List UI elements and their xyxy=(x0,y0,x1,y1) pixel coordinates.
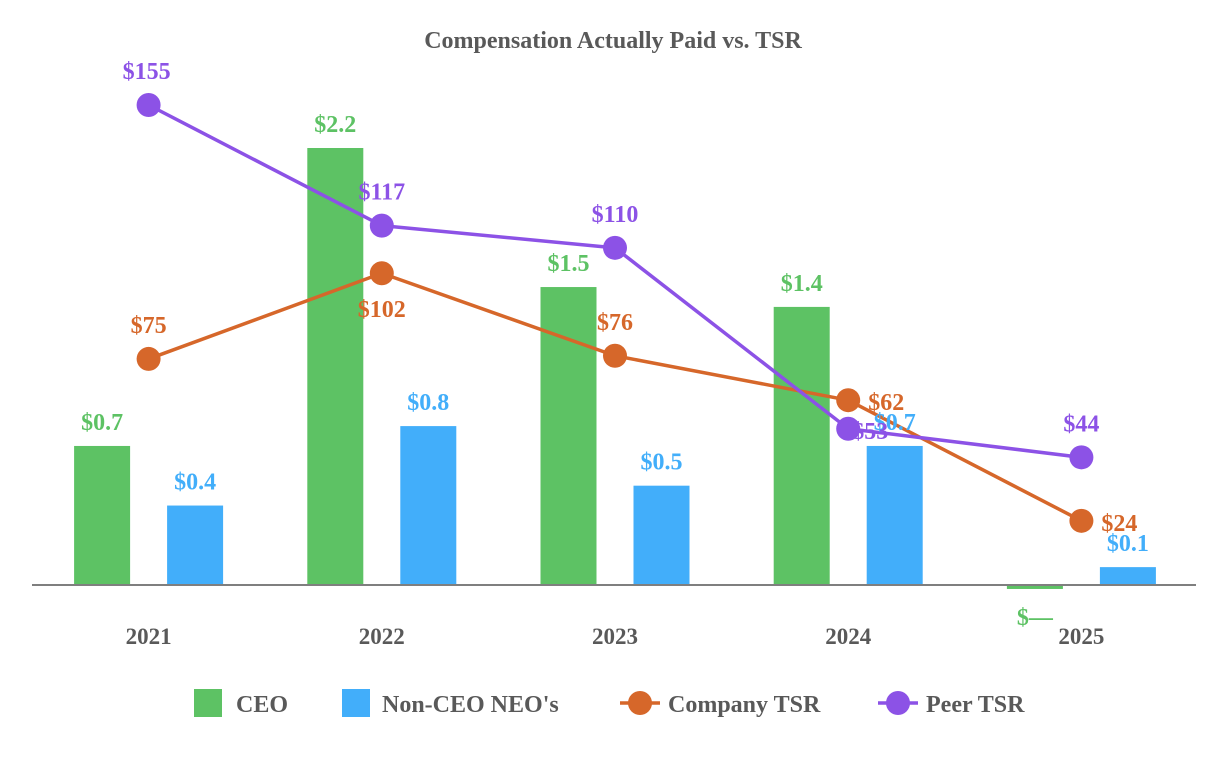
marker-peer-tsr-2025 xyxy=(1069,445,1094,470)
legend-label-non-ceo-neo-s: Non-CEO NEO's xyxy=(382,692,559,718)
marker-peer-tsr-2023 xyxy=(603,235,627,260)
data-label-peer-tsr-2021: $155 xyxy=(123,59,171,85)
legend-label-company-tsr: Company TSR xyxy=(668,692,821,718)
line-peer-tsr xyxy=(147,103,1082,460)
data-label-ceo-2024: $1.4 xyxy=(781,271,823,297)
legend-swatch-ceo xyxy=(194,689,222,717)
bar-non-ceo-neo-s-2025 xyxy=(1099,567,1156,585)
bars-layer xyxy=(74,148,1156,589)
legend-marker-peer-tsr xyxy=(886,691,910,715)
legend: CEO Non-CEO NEO's Company TSR Peer TSR xyxy=(194,689,1025,718)
data-label-non-ceo-neo-s-2023: $0.5 xyxy=(641,450,683,476)
marker-company-tsr-2024 xyxy=(836,388,861,413)
x-tick-labels: 2021 2022 2023 2024 2025 xyxy=(126,624,1105,649)
marker-company-tsr-2021 xyxy=(136,346,161,371)
bar-non-ceo-neo-s-2022 xyxy=(400,426,457,585)
bar-non-ceo-neo-s-2021 xyxy=(167,505,224,585)
legend-label-peer-tsr: Peer TSR xyxy=(926,692,1025,718)
data-label-company-tsr-2022: $102 xyxy=(358,297,406,323)
legend-swatch-non-ceo-neo-s xyxy=(342,689,370,717)
bar-ceo-2023 xyxy=(540,287,597,585)
data-label-ceo-2021: $0.7 xyxy=(81,410,123,436)
legend-label-ceo: CEO xyxy=(236,692,288,718)
x-tick-label-2021: 2021 xyxy=(126,624,172,649)
x-tick-label-2024: 2024 xyxy=(825,624,872,649)
data-label-ceo-2022: $2.2 xyxy=(314,112,356,138)
data-labels-layer: $0.7 $2.2 $1.5 $1.4 $— $0.4 $0.8 $0.5 $0.7 $0.1 $7… xyxy=(81,59,1149,631)
data-label-non-ceo-neo-s-2024: $0.7 xyxy=(874,410,916,436)
data-label-company-tsr-2023: $76 xyxy=(597,310,633,336)
lines-layer xyxy=(136,93,1094,533)
marker-company-tsr-2025 xyxy=(1069,508,1094,533)
marker-company-tsr-2023 xyxy=(603,343,627,368)
data-label-non-ceo-neo-s-2021: $0.4 xyxy=(174,470,216,496)
bar-non-ceo-neo-s-2024 xyxy=(866,445,923,585)
x-tick-label-2023: 2023 xyxy=(592,624,638,649)
data-label-peer-tsr-2024: $53 xyxy=(852,419,888,445)
legend-marker-company-tsr xyxy=(628,691,652,715)
chart-title: Compensation Actually Paid vs. TSR xyxy=(424,28,802,54)
marker-peer-tsr-2021 xyxy=(136,93,161,117)
data-label-non-ceo-neo-s-2022: $0.8 xyxy=(407,390,449,416)
data-label-company-tsr-2021: $75 xyxy=(131,313,167,339)
data-label-non-ceo-neo-s-2025: $0.1 xyxy=(1107,531,1149,557)
x-tick-label-2025: 2025 xyxy=(1058,624,1104,649)
data-label-peer-tsr-2025: $44 xyxy=(1063,411,1099,437)
marker-peer-tsr-2022 xyxy=(369,213,394,238)
bar-ceo-2025 xyxy=(1006,585,1063,589)
x-tick-label-2022: 2022 xyxy=(359,624,405,649)
data-label-company-tsr-2024: $62 xyxy=(868,390,904,416)
bar-ceo-2024 xyxy=(773,306,830,585)
data-label-ceo-2025: $— xyxy=(1017,605,1054,631)
bar-ceo-2021 xyxy=(74,445,131,585)
data-label-peer-tsr-2022: $117 xyxy=(358,180,405,206)
data-label-peer-tsr-2023: $110 xyxy=(592,202,639,228)
marker-company-tsr-2022 xyxy=(369,261,394,286)
bar-ceo-2022 xyxy=(307,148,364,585)
marker-peer-tsr-2024 xyxy=(836,416,861,441)
bar-non-ceo-neo-s-2023 xyxy=(633,485,690,585)
data-label-ceo-2023: $1.5 xyxy=(548,251,590,277)
data-label-company-tsr-2025: $24 xyxy=(1101,511,1137,537)
